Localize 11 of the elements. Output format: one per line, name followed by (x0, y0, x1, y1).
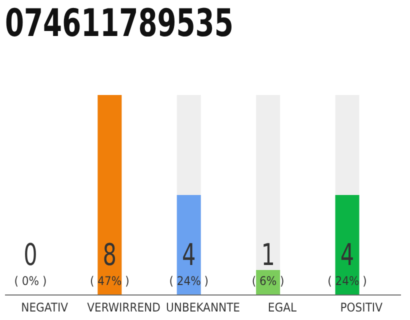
x-tick-label: POSITIV (340, 300, 384, 315)
data-label: 4 ( 24% ) (169, 238, 209, 288)
data-label: 0 ( 0% ) (14, 238, 47, 288)
x-tick-label: NEGATIV (21, 300, 69, 315)
data-label: 8 ( 47% ) (90, 238, 130, 288)
x-tick-label: EGAL (268, 300, 296, 315)
data-label: 4 ( 24% ) (328, 238, 367, 288)
chart-title: 074611789535 (5, 0, 234, 46)
x-tick-label: UNBEKANNTE (166, 300, 240, 315)
x-tick-label: VERWIRREND (87, 300, 160, 315)
data-label: 1 ( 6% ) (252, 238, 284, 288)
